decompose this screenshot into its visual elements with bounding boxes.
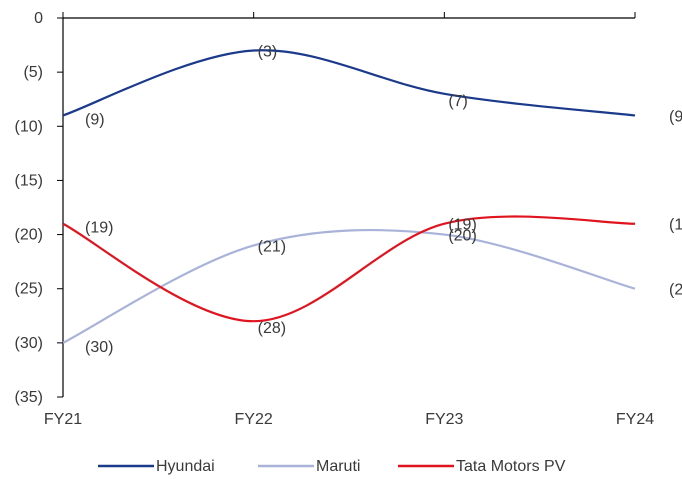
data-label-maruti: (25) (669, 282, 682, 299)
data-label-hyundai: (3) (258, 43, 278, 60)
legend-label-maruti: Maruti (316, 458, 360, 475)
y-tick-label: (25) (15, 281, 43, 298)
series-lines (62, 49, 636, 344)
y-tick-label: (5) (23, 64, 43, 81)
series-line-maruti (62, 228, 636, 344)
data-label-tata-motors-pv: (19) (669, 217, 682, 234)
data-label-tata-motors-pv: (19) (448, 217, 476, 234)
x-tick-label: FY23 (425, 411, 463, 428)
y-tick-label: (30) (15, 335, 43, 352)
y-tick-label: (35) (15, 389, 43, 406)
data-label-tata-motors-pv: (19) (85, 220, 113, 237)
data-label-maruti: (30) (85, 339, 113, 356)
legend-label-tata-motors-pv: Tata Motors PV (456, 458, 566, 475)
data-label-hyundai: (9) (85, 111, 105, 128)
y-tick-label: 0 (34, 10, 43, 27)
legend: Hyundai Maruti Tata Motors PV (98, 458, 566, 475)
data-label-maruti: (20) (448, 228, 476, 245)
y-axis: 0 (5) (10) (15) (20) (25) (30) (35) (15, 10, 64, 406)
data-label-maruti: (21) (258, 238, 286, 255)
x-axis: FY21 FY22 FY23 FY24 (44, 12, 654, 428)
y-tick-label: (10) (15, 118, 43, 135)
x-tick-label: FY24 (616, 411, 654, 428)
y-tick-label: (15) (15, 172, 43, 189)
x-tick-label: FY22 (235, 411, 273, 428)
legend-label-hyundai: Hyundai (156, 458, 215, 475)
data-label-hyundai: (7) (448, 93, 468, 110)
y-tick-label: (20) (15, 227, 43, 244)
data-label-tata-motors-pv: (28) (258, 320, 286, 337)
series-line-hyundai (62, 49, 636, 117)
data-label-hyundai: (9) (669, 108, 682, 125)
series-line-tata-motors-pv (62, 215, 636, 323)
x-tick-label: FY21 (44, 411, 82, 428)
data-labels: (9) (3) (7) (9) (30) (21) (20) (25) (19) (28) (19)… (85, 43, 682, 355)
